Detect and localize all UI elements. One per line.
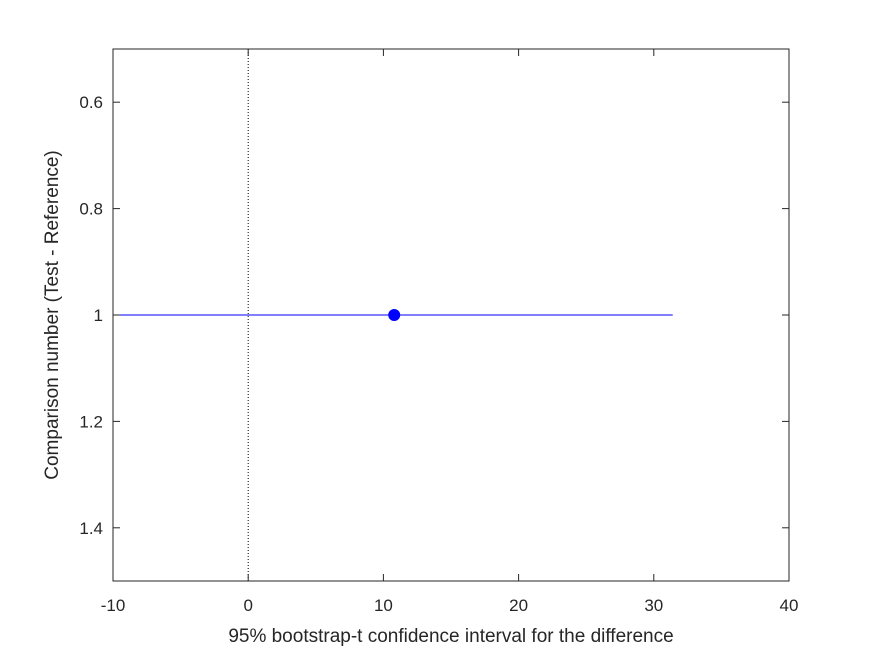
y-tick-label: 1 <box>94 306 103 325</box>
y-tick-label: 1.4 <box>79 519 103 538</box>
x-tick-label: 40 <box>780 596 799 615</box>
x-tick-label: 10 <box>374 596 393 615</box>
x-tick-label: -10 <box>101 596 126 615</box>
y-axis-label: Comparison number (Test - Reference) <box>42 150 63 479</box>
point-estimate-marker <box>388 309 401 321</box>
y-tick-label: 0.6 <box>79 93 103 112</box>
x-tick-label: 0 <box>243 596 252 615</box>
ticks-layer: -10 0 10 20 30 40 0.6 0.8 1 1.2 1.4 <box>79 48 799 615</box>
x-tick-label: 20 <box>509 596 528 615</box>
y-tick-label: 0.8 <box>79 200 103 219</box>
x-axis-label: 95% bootstrap-t confidence interval for … <box>228 626 673 647</box>
plot-layer <box>113 49 673 581</box>
y-tick-label: 1.2 <box>79 412 103 431</box>
x-tick-label: 30 <box>644 596 663 615</box>
